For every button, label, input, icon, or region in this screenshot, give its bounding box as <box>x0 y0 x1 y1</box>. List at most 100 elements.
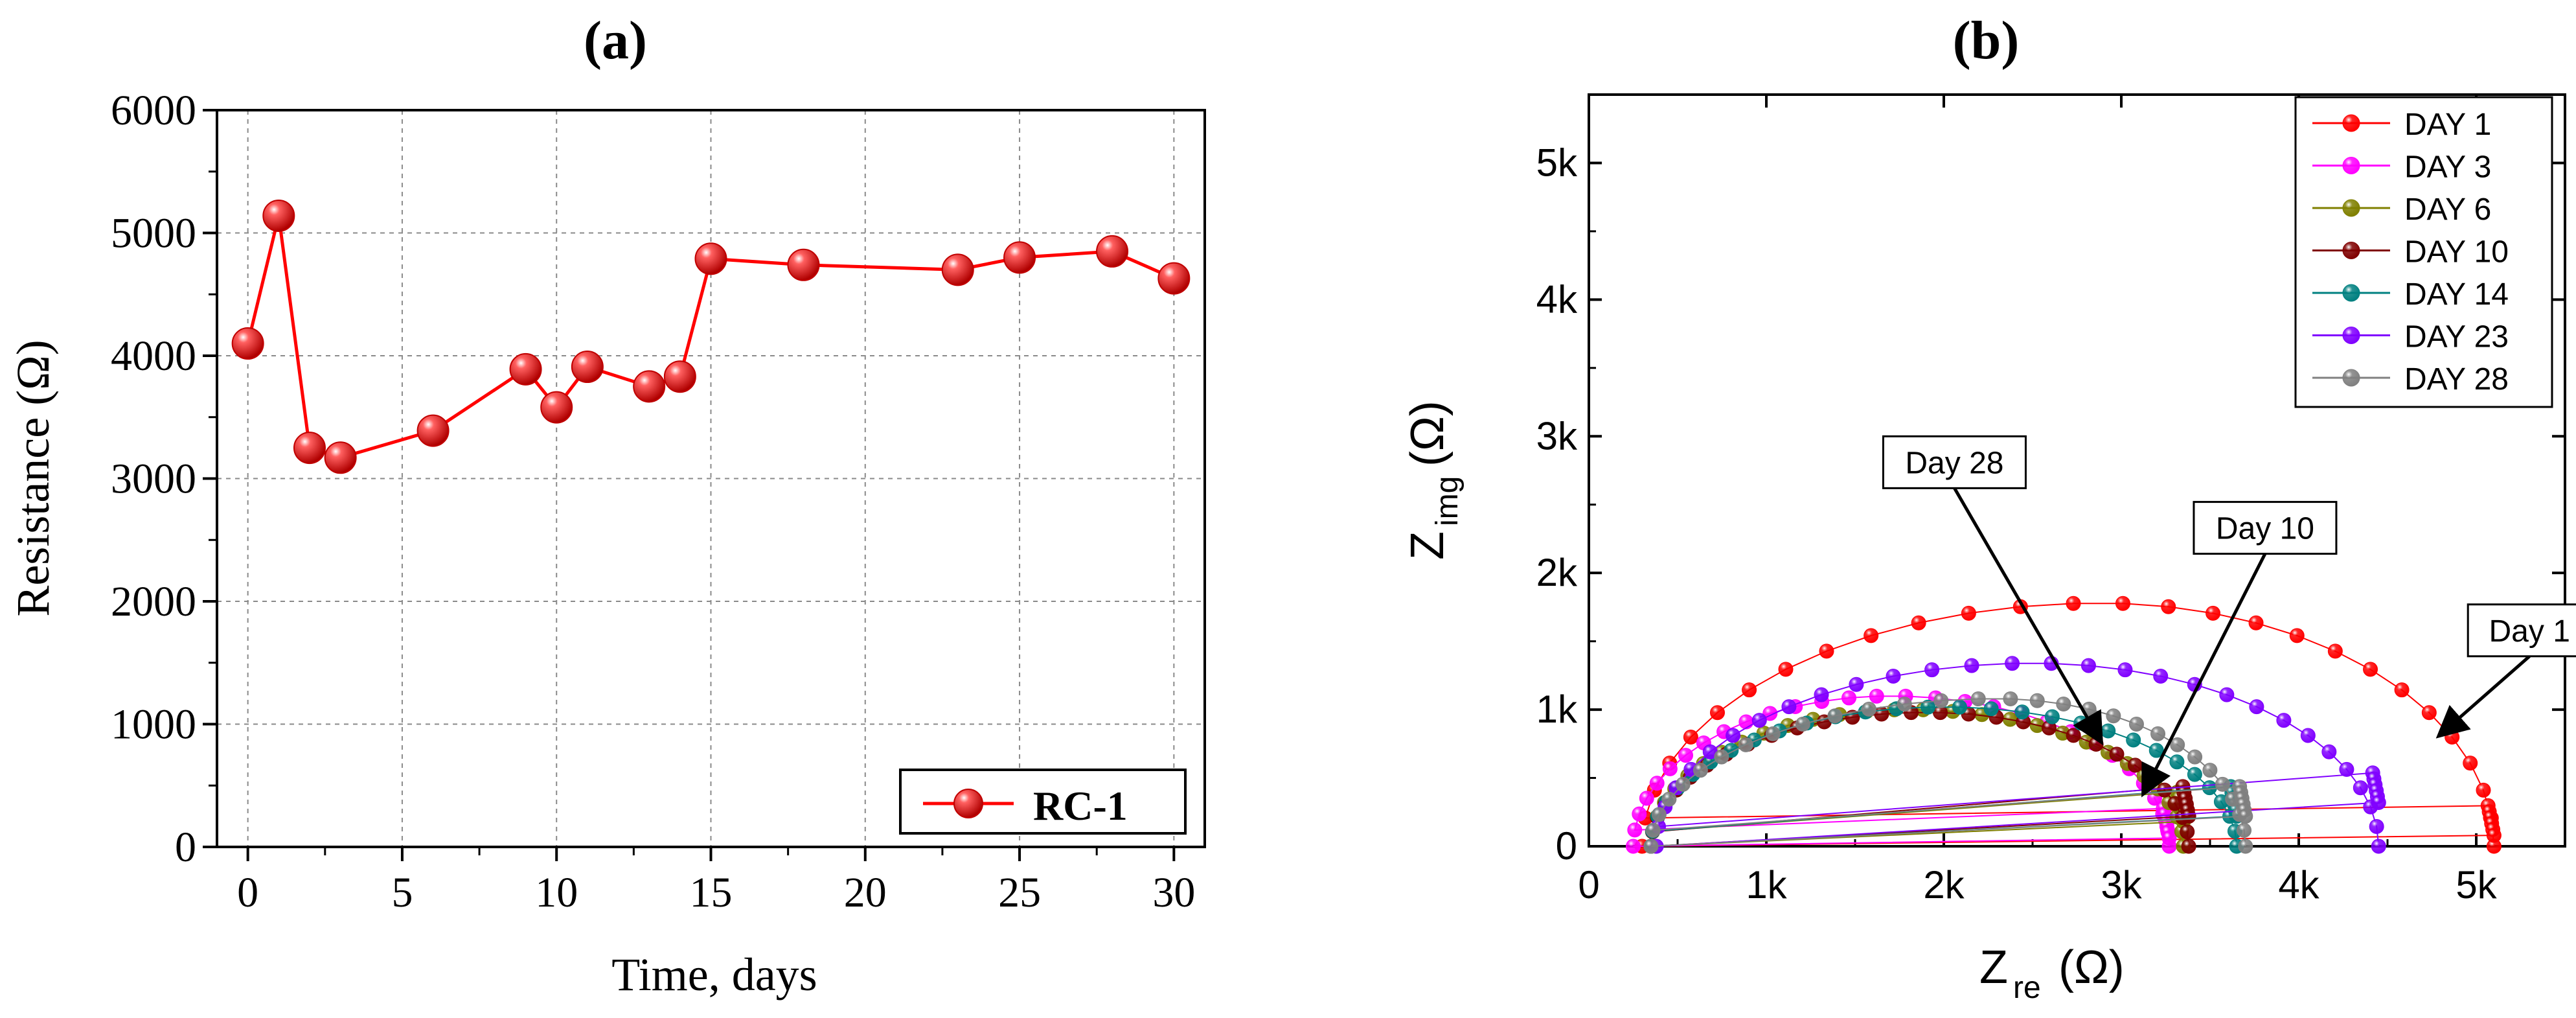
panel-a-point <box>1096 235 1129 268</box>
panel-b-point <box>2289 628 2305 643</box>
panel-b-point <box>2126 732 2141 748</box>
panel-b-point <box>2117 662 2133 678</box>
panel-b-point <box>1869 688 1884 704</box>
panel-b-point <box>1649 776 1665 791</box>
panel-b-point <box>2161 599 2176 614</box>
panel-b-point <box>1738 737 1753 752</box>
panel-b-legend-box <box>2294 96 2553 408</box>
panel-b-point <box>1645 822 1661 838</box>
panel-b-point <box>1632 806 1647 822</box>
panel-b-point <box>1765 726 1781 741</box>
panel-a-series <box>231 199 1191 474</box>
panel-b-xlabel-sub: re <box>2013 971 2041 1005</box>
panel-b-series <box>1626 596 2502 854</box>
panel-b-point <box>2056 697 2071 712</box>
panel-b-point <box>2066 728 2081 743</box>
panel-b-point <box>2369 818 2384 834</box>
panel-b-point <box>2180 824 2195 840</box>
panel-a-grid <box>217 110 1205 847</box>
panel-b-ytick-label: 3k <box>1536 414 1578 457</box>
panel-b-point <box>2202 780 2217 796</box>
panel-b-point <box>1861 701 1876 717</box>
panel-a-xtick-label: 25 <box>998 869 1041 916</box>
annotation-label: Day 28 <box>1905 446 2003 480</box>
panel-b-point <box>1693 763 1708 778</box>
panel-b-point <box>2248 615 2264 630</box>
panel-b-label: (b) <box>1953 10 2020 71</box>
panel-b-legend-label: DAY 14 <box>2404 277 2509 312</box>
panel-b-point <box>1911 615 1926 630</box>
panel-a-point <box>1003 241 1036 274</box>
panel-b-point <box>2339 761 2354 777</box>
panel-b-legend-marker <box>2342 242 2360 259</box>
panel-b-legend-marker <box>2342 327 2360 344</box>
panel-a-ytick-label: 0 <box>175 824 196 871</box>
legend-marker-rc-1 <box>953 789 983 818</box>
panel-b-legend-marker <box>2342 199 2360 217</box>
panel-a-xlabel: Time, days <box>611 949 817 1001</box>
panel-b-point <box>2238 839 2253 854</box>
panel-b-legend-marker <box>2342 114 2360 132</box>
annotation-arrow <box>2435 654 2531 739</box>
panel-b-point <box>1827 708 1843 724</box>
panel-b-point <box>1714 749 1729 765</box>
panel-b-point <box>2276 713 2292 728</box>
panel-a-point <box>694 242 727 275</box>
panel-b-point <box>2127 758 2143 773</box>
panel-b-ytick-label: 1k <box>1536 688 1578 731</box>
annotation-arrow <box>2141 553 2267 798</box>
panel-a-xtick-label: 15 <box>690 869 733 916</box>
panel-a-point <box>633 370 666 403</box>
panel-b-ylabel-main: Z <box>1402 531 1453 560</box>
panel-a-ytick-label: 4000 <box>111 332 196 380</box>
panel-a-ytick-label: 3000 <box>111 456 196 503</box>
panel-b-point <box>2327 643 2343 659</box>
panel-b-point <box>2101 723 2116 739</box>
panel-b-point <box>2161 830 2177 846</box>
panel-b-point <box>1961 605 1976 621</box>
panel-b-ylabel-unit: (Ω) <box>1402 400 1453 467</box>
panel-b-point <box>1678 748 1694 763</box>
panel-b-legend: DAY 1 DAY 3 DAY 6 DAY 10 DAY 14 DAY 23 DAY 28 <box>2294 96 2553 408</box>
panel-b-point <box>2187 749 2203 765</box>
panel-b-point <box>2169 754 2185 770</box>
panel-b-legend-marker <box>2342 157 2360 174</box>
panel-b-legend-label: DAY 3 <box>2404 150 2491 185</box>
panel-b-point <box>1639 791 1654 806</box>
panel-b-frame <box>1588 93 2566 848</box>
panel-b-point <box>2394 682 2410 698</box>
panel-b-point <box>1933 693 1949 708</box>
panel-b-point <box>2170 737 2185 752</box>
panel-b-point <box>2238 809 2253 824</box>
panel-b-annotations: Day 28 Day 10 Day 1 <box>1882 435 2576 798</box>
panel-b-point <box>1742 682 1757 698</box>
panel-b-point <box>1849 677 1864 692</box>
panel-a-point <box>416 414 450 447</box>
panel-b-xlabel: Z re (Ω) <box>1979 942 2125 1005</box>
panel-b-point <box>2202 763 2218 778</box>
panel-b-point <box>2014 704 2030 720</box>
panel-b-point <box>2249 699 2264 715</box>
panel-b-point <box>1841 690 1857 706</box>
panel-b-xtick-label: 0 <box>1578 863 1599 907</box>
panel-b: 0 1k 2k 3k 4k 5k 0 1k 2k 3k 4k 5k Day 28 Day 10 Day 1… <box>1402 10 2576 1005</box>
panel-b-point <box>2237 822 2252 838</box>
panel-b-legend-label: DAY 28 <box>2404 362 2509 397</box>
panel-a: 0 5 10 15 20 25 30 0 1000 2000 3000 4000 5000 6000 (a… <box>7 10 1206 1001</box>
panel-b-point <box>2486 827 2502 843</box>
annotation-label: Day 10 <box>2216 512 2314 546</box>
panel-b-point <box>1662 761 1678 776</box>
panel-a-point <box>787 248 820 281</box>
panel-b-point <box>1778 662 1794 677</box>
panel-b-point <box>1964 658 1979 673</box>
panel-b-point <box>1983 701 1999 717</box>
panel-b-point <box>1751 713 1767 728</box>
panel-b-point <box>1819 643 1834 659</box>
panel-b-point <box>1795 716 1810 732</box>
panel-b-ytick-label: 0 <box>1556 824 1577 868</box>
panel-a-point <box>663 360 696 393</box>
panel-a-xtick-label: 20 <box>844 869 887 916</box>
panel-b-point <box>2157 782 2172 798</box>
panel-b-point <box>2363 662 2378 677</box>
